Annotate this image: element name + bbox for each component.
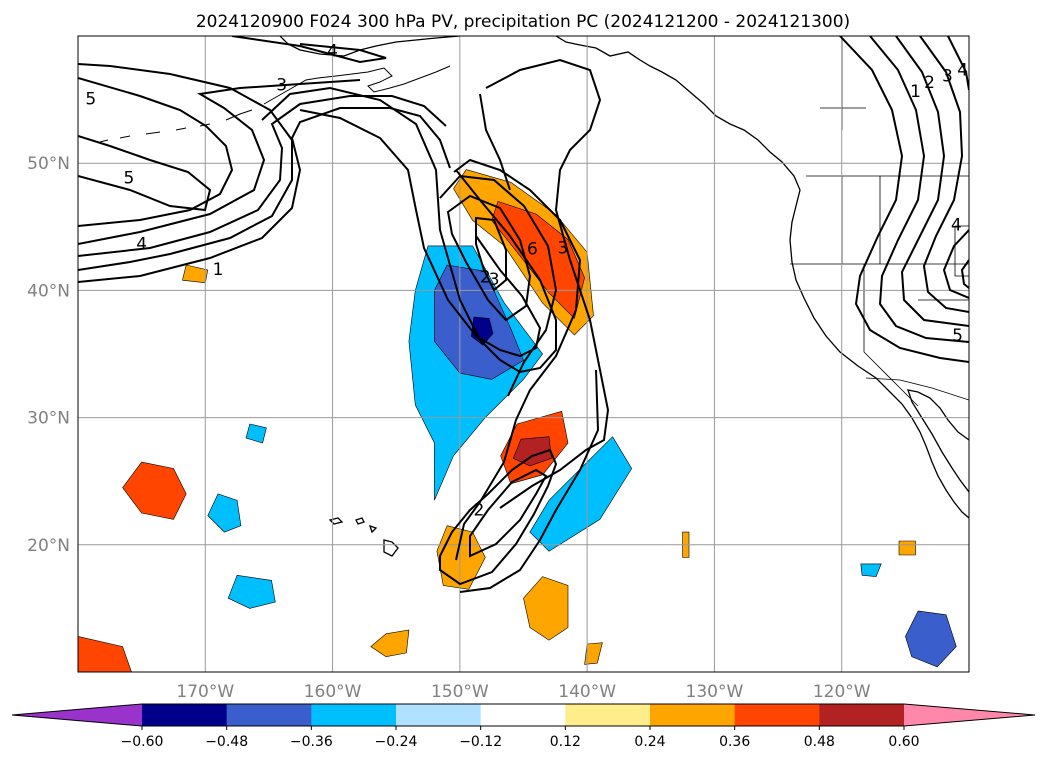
precip-region bbox=[512, 436, 552, 467]
precip-region bbox=[245, 423, 267, 444]
precip-region bbox=[529, 436, 633, 552]
pv-contour-label: 2 bbox=[480, 268, 491, 288]
lon-tick-label: 140°W bbox=[558, 682, 616, 702]
pv-contour bbox=[78, 95, 447, 257]
colorbar-segment bbox=[311, 704, 397, 726]
pv-contour-label: 2 bbox=[924, 73, 935, 93]
pv-contour bbox=[839, 36, 969, 363]
pv-contour-label: 6 bbox=[527, 240, 538, 260]
precip-region bbox=[78, 636, 132, 672]
lat-tick-label: 30°N bbox=[27, 409, 70, 429]
pv-contour bbox=[261, 86, 557, 374]
colorbar-segment bbox=[226, 704, 312, 726]
precip-region bbox=[860, 563, 882, 577]
precip-region bbox=[905, 610, 957, 668]
precip-region bbox=[207, 493, 242, 533]
pv-contour-label: 1 bbox=[910, 82, 921, 102]
pv-contour bbox=[869, 36, 969, 343]
colorbar-tick-label: 0.48 bbox=[804, 734, 835, 750]
pv-contour bbox=[78, 63, 293, 271]
precip-region bbox=[470, 316, 494, 346]
longitude-tick-labels: 170°W 160°W 150°W 140°W 130°W 120°W bbox=[176, 682, 870, 702]
pv-contour bbox=[960, 259, 969, 289]
precip-region bbox=[898, 540, 916, 556]
pv-contour-label: 4 bbox=[327, 41, 338, 61]
precip-region bbox=[227, 574, 276, 609]
pv-contour bbox=[475, 216, 507, 292]
pv-contour-label: 4 bbox=[136, 235, 147, 255]
latitude-tick-labels: 50°N 40°N 30°N 20°N bbox=[27, 154, 70, 556]
pv-contour-label: 3 bbox=[276, 76, 287, 96]
colorbar bbox=[11, 703, 1036, 727]
pv-contour-label: 1 bbox=[213, 260, 224, 280]
colorbar-segment bbox=[565, 704, 651, 726]
lon-tick-label: 150°W bbox=[431, 682, 489, 702]
north-america-coastline bbox=[555, 36, 969, 519]
hawaii-islands bbox=[328, 517, 399, 557]
colorbar-tick-label: 0.60 bbox=[888, 734, 919, 750]
pv-contours bbox=[78, 36, 969, 593]
pv-contour bbox=[459, 369, 600, 593]
pv-contour bbox=[439, 448, 558, 586]
colorbar-tick-label: −0.36 bbox=[290, 734, 333, 750]
colorbar-tick-label: 0.36 bbox=[719, 734, 750, 750]
pv-contour-label: 4 bbox=[957, 60, 968, 80]
pv-contour bbox=[479, 93, 511, 191]
map-gridlines bbox=[78, 36, 969, 672]
colorbar-tick-label: −0.60 bbox=[121, 734, 164, 750]
pv-contour bbox=[78, 107, 451, 283]
pv-contour bbox=[469, 468, 548, 558]
pv-contour bbox=[78, 135, 212, 212]
precip-region bbox=[584, 642, 603, 665]
pv-contour bbox=[78, 79, 361, 245]
colorbar-tick-label: 0.12 bbox=[550, 734, 581, 750]
colorbar-segment bbox=[142, 704, 228, 726]
colorbar-segment bbox=[734, 704, 820, 726]
colorbar-tick-label: −0.48 bbox=[205, 734, 248, 750]
pv-contour-label: 5 bbox=[85, 90, 96, 110]
pv-contour bbox=[919, 36, 969, 313]
colorbar-tick-label: −0.24 bbox=[375, 734, 418, 750]
pv-contour bbox=[942, 36, 969, 299]
lon-tick-label: 160°W bbox=[304, 682, 362, 702]
lat-tick-label: 20°N bbox=[27, 536, 70, 556]
colorbar-tick-label: −0.12 bbox=[459, 734, 502, 750]
pv-contour-label: 3 bbox=[558, 238, 569, 258]
colorbar-segment bbox=[650, 704, 736, 726]
pv-contour-label: 3 bbox=[489, 270, 500, 290]
lon-tick-label: 130°W bbox=[686, 682, 744, 702]
lon-tick-label: 120°W bbox=[813, 682, 871, 702]
pv-contour-label: 4 bbox=[951, 216, 962, 236]
pv-contour bbox=[446, 194, 532, 322]
precip-region bbox=[523, 576, 569, 641]
pv-contour-label: 5 bbox=[952, 326, 963, 346]
colorbar-segment bbox=[819, 704, 905, 726]
precip-region bbox=[370, 629, 410, 658]
colorbar-tick-labels: −0.60 −0.48 −0.36 −0.24 −0.12 0.12 0.24 0.36 0.4… bbox=[121, 726, 920, 750]
pv-contour-label: 3 bbox=[942, 67, 953, 87]
colorbar-extend-high bbox=[904, 704, 1035, 726]
pv-contour bbox=[299, 109, 542, 358]
precip-region bbox=[122, 461, 187, 520]
colorbar-segment bbox=[396, 704, 482, 726]
pv-contour bbox=[485, 58, 610, 509]
lat-tick-label: 50°N bbox=[27, 154, 70, 174]
us-mexico-border bbox=[865, 377, 969, 401]
lon-tick-label: 170°W bbox=[176, 682, 234, 702]
pv-contour-label: 5 bbox=[124, 168, 135, 188]
pv-contour bbox=[78, 77, 234, 227]
colorbar-tick-label: 0.24 bbox=[634, 734, 665, 750]
pv-contour-label: 2 bbox=[474, 500, 485, 520]
pv-contour bbox=[231, 36, 387, 64]
map-frame bbox=[77, 35, 970, 673]
pv-contour bbox=[895, 36, 969, 327]
pv-contour bbox=[439, 174, 558, 397]
colorbar-segment bbox=[480, 704, 566, 726]
chart-title: 2024120900 F024 300 hPa PV, precipitatio… bbox=[196, 12, 850, 32]
lat-tick-label: 40°N bbox=[27, 281, 70, 301]
colorbar-extend-low bbox=[12, 704, 142, 726]
